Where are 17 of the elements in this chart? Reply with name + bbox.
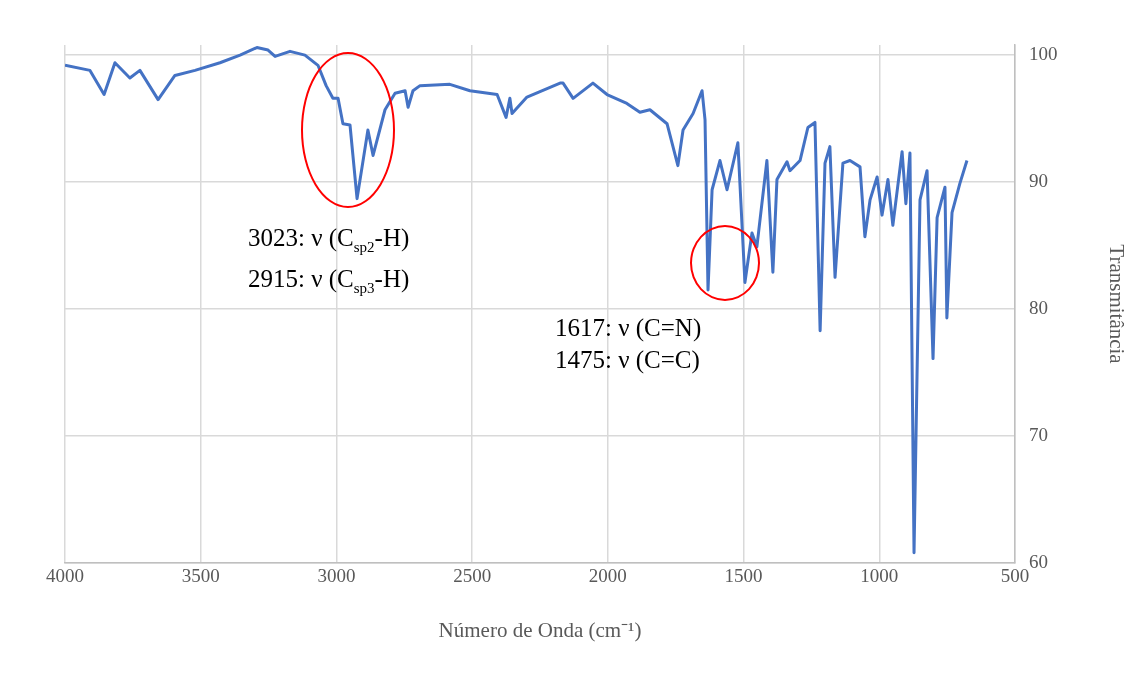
x-tick-label: 2500 [453, 565, 492, 587]
x-tick-label: 4000 [46, 565, 84, 587]
annotation: 3023: ν (C$_{sp2}$-H) 2915: ν (C$_{sp3}$-H) [248, 223, 410, 298]
y-tick-label: 100 [1029, 43, 1058, 65]
y-tick-label: 90 [1029, 170, 1048, 192]
y-tick-label: 70 [1029, 424, 1048, 446]
x-tick-label: 3000 [317, 565, 356, 587]
y-tick-label: 60 [1029, 550, 1048, 572]
x-tick-label: 500 [1000, 565, 1030, 587]
x-axis-title: Número de Onda (cm⁻¹) [438, 617, 642, 642]
x-tick-label: 1500 [724, 565, 763, 587]
annotation: 1617: ν (C=N) 1475: ν (C=C) [555, 313, 702, 376]
x-tick-label: 1000 [860, 565, 899, 587]
x-tick-label: 3500 [181, 565, 220, 587]
x-tick-label: 2000 [588, 565, 627, 587]
y-axis-title: Transmitância [1104, 244, 1129, 365]
y-tick-label: 80 [1029, 297, 1048, 319]
